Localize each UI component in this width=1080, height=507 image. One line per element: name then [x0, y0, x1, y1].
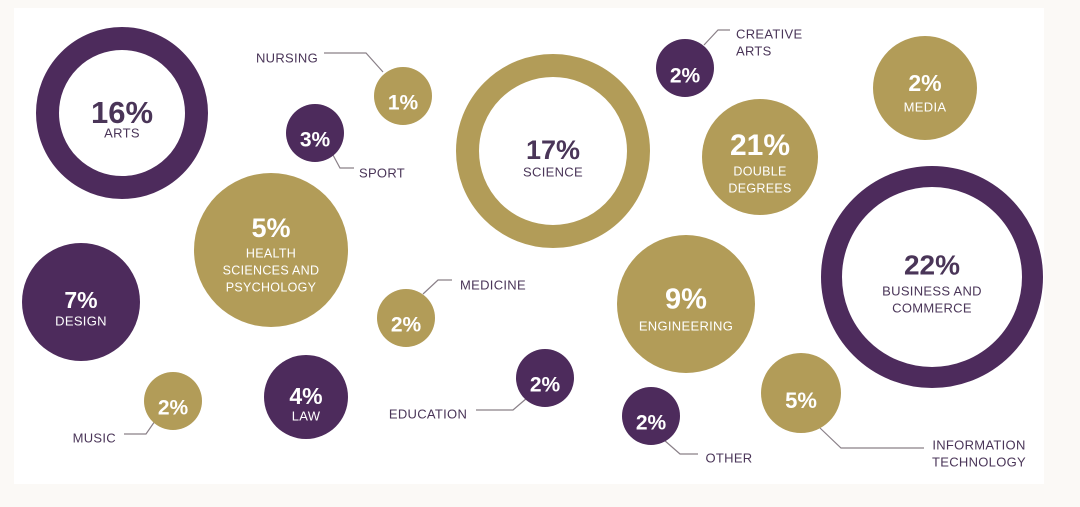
- category-label-education: EDUCATION: [389, 406, 467, 421]
- value-label-design: 7%: [64, 287, 97, 313]
- category-label-business-and-commerce-line-2: COMMERCE: [892, 300, 972, 315]
- category-label-nursing: NURSING: [256, 50, 318, 65]
- category-label-double-degrees-line-2: DEGREES: [728, 181, 791, 195]
- bubble-sport: [286, 104, 344, 162]
- category-label-arts: ARTS: [104, 125, 140, 140]
- leader-lines: [124, 29, 924, 455]
- category-label-science: SCIENCE: [523, 164, 583, 179]
- category-label-media: MEDIA: [904, 99, 947, 114]
- leader-line-medicine: [422, 279, 452, 295]
- category-label-sport: SPORT: [359, 165, 405, 180]
- category-label-health-sciences-and-psychology-line-2: SCIENCES AND: [223, 263, 320, 277]
- value-label-other: 2%: [636, 412, 667, 435]
- leader-line-other: [663, 439, 698, 455]
- bubble-design: [22, 243, 140, 361]
- category-label-information-technology-line-1: INFORMATION: [932, 437, 1025, 452]
- leader-line-education: [476, 397, 528, 411]
- category-label-medicine: MEDICINE: [460, 277, 526, 292]
- value-label-double-degrees: 21%: [730, 129, 790, 162]
- value-label-medicine: 2%: [391, 314, 422, 337]
- bubble-nursing: [374, 67, 432, 125]
- value-label-nursing: 1%: [388, 92, 419, 115]
- bubble-health-sciences-and-psychology: [194, 173, 348, 327]
- category-label-law: LAW: [292, 408, 321, 423]
- leader-line-information-technology: [819, 427, 924, 449]
- value-label-engineering: 9%: [665, 284, 707, 316]
- category-label-engineering: ENGINEERING: [639, 318, 733, 333]
- value-label-education: 2%: [530, 374, 561, 397]
- bubble-group: 16%ARTS1%NURSING3%SPORT5%HEALTHSCIENCES …: [22, 26, 1043, 469]
- bubble-music: [144, 372, 202, 430]
- bubble-law: [264, 355, 348, 439]
- category-label-music: MUSIC: [73, 430, 116, 445]
- value-label-law: 4%: [289, 383, 322, 409]
- category-label-double-degrees-line-1: DOUBLE: [733, 164, 786, 178]
- category-label-health-sciences-and-psychology-line-1: HEALTH: [246, 246, 296, 260]
- value-label-science: 17%: [526, 135, 580, 165]
- bubble-media: [873, 36, 977, 140]
- category-label-information-technology-line-2: TECHNOLOGY: [932, 454, 1026, 469]
- bubble-science: [456, 54, 650, 248]
- value-label-business-and-commerce: 22%: [904, 249, 960, 280]
- bubble-engineering: [617, 235, 755, 373]
- bubble-arts: [36, 27, 208, 199]
- category-label-business-and-commerce-line-1: BUSINESS AND: [882, 283, 982, 298]
- bubble-education: [516, 349, 574, 407]
- leader-line-nursing: [324, 52, 384, 73]
- value-label-music: 2%: [158, 397, 189, 420]
- value-label-media: 2%: [908, 70, 941, 96]
- value-label-sport: 3%: [300, 129, 331, 152]
- category-label-creative-arts-line-2: ARTS: [736, 43, 772, 58]
- value-label-health-sciences-and-psychology: 5%: [251, 213, 290, 243]
- leader-line-sport: [332, 154, 354, 169]
- bubble-medicine: [377, 289, 435, 347]
- category-label-creative-arts-line-1: CREATIVE: [736, 26, 802, 41]
- bubble-double-degrees: [702, 99, 818, 215]
- value-label-creative-arts: 2%: [670, 65, 701, 88]
- category-label-design: DESIGN: [55, 313, 107, 328]
- bubble-information-technology: [761, 353, 841, 433]
- bubble-other: [622, 387, 680, 445]
- bubble-creative-arts: [656, 39, 714, 97]
- value-label-arts: 16%: [91, 95, 153, 130]
- bubble-business-and-commerce: [821, 166, 1043, 388]
- category-label-other: OTHER: [706, 450, 753, 465]
- leader-line-music: [124, 420, 156, 435]
- category-label-health-sciences-and-psychology-line-3: PSYCHOLOGY: [226, 280, 317, 294]
- value-label-information-technology: 5%: [785, 388, 817, 413]
- leader-line-creative-arts: [703, 29, 730, 46]
